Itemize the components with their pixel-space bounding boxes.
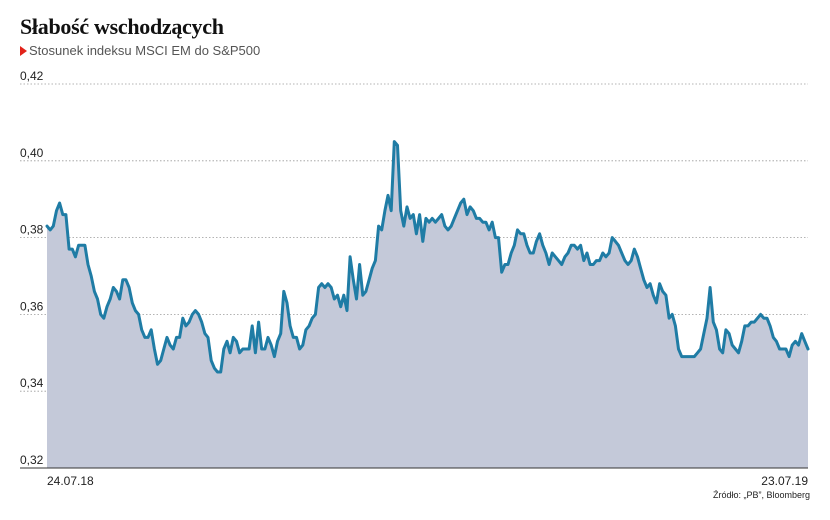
y-tick-label: 0,40 bbox=[20, 146, 44, 160]
y-tick-label: 0,42 bbox=[20, 69, 44, 83]
chart-title: Słabość wschodzących bbox=[20, 14, 224, 39]
x-tick-labels: 24.07.18 23.07.19 bbox=[47, 474, 808, 488]
chart-subtitle: Stosunek indeksu MSCI EM do S&P500 bbox=[20, 43, 260, 58]
chart-subtitle-text: Stosunek indeksu MSCI EM do S&P500 bbox=[29, 43, 261, 58]
series-line bbox=[45, 140, 810, 374]
subtitle-marker-icon bbox=[20, 46, 27, 56]
series-area bbox=[47, 141, 808, 468]
source-note: Źródło: „PB”, Bloomberg bbox=[712, 490, 810, 500]
y-tick-label: 0,32 bbox=[20, 453, 44, 467]
x-tick-label: 24.07.18 bbox=[47, 474, 94, 488]
y-tick-labels: 0,32 0,34 0,36 0,38 0,40 0,42 bbox=[20, 69, 44, 467]
y-tick-label: 0,34 bbox=[20, 376, 44, 390]
y-tick-label: 0,38 bbox=[20, 223, 44, 237]
x-tick-label: 23.07.19 bbox=[761, 474, 808, 488]
y-tick-label: 0,36 bbox=[20, 299, 44, 313]
